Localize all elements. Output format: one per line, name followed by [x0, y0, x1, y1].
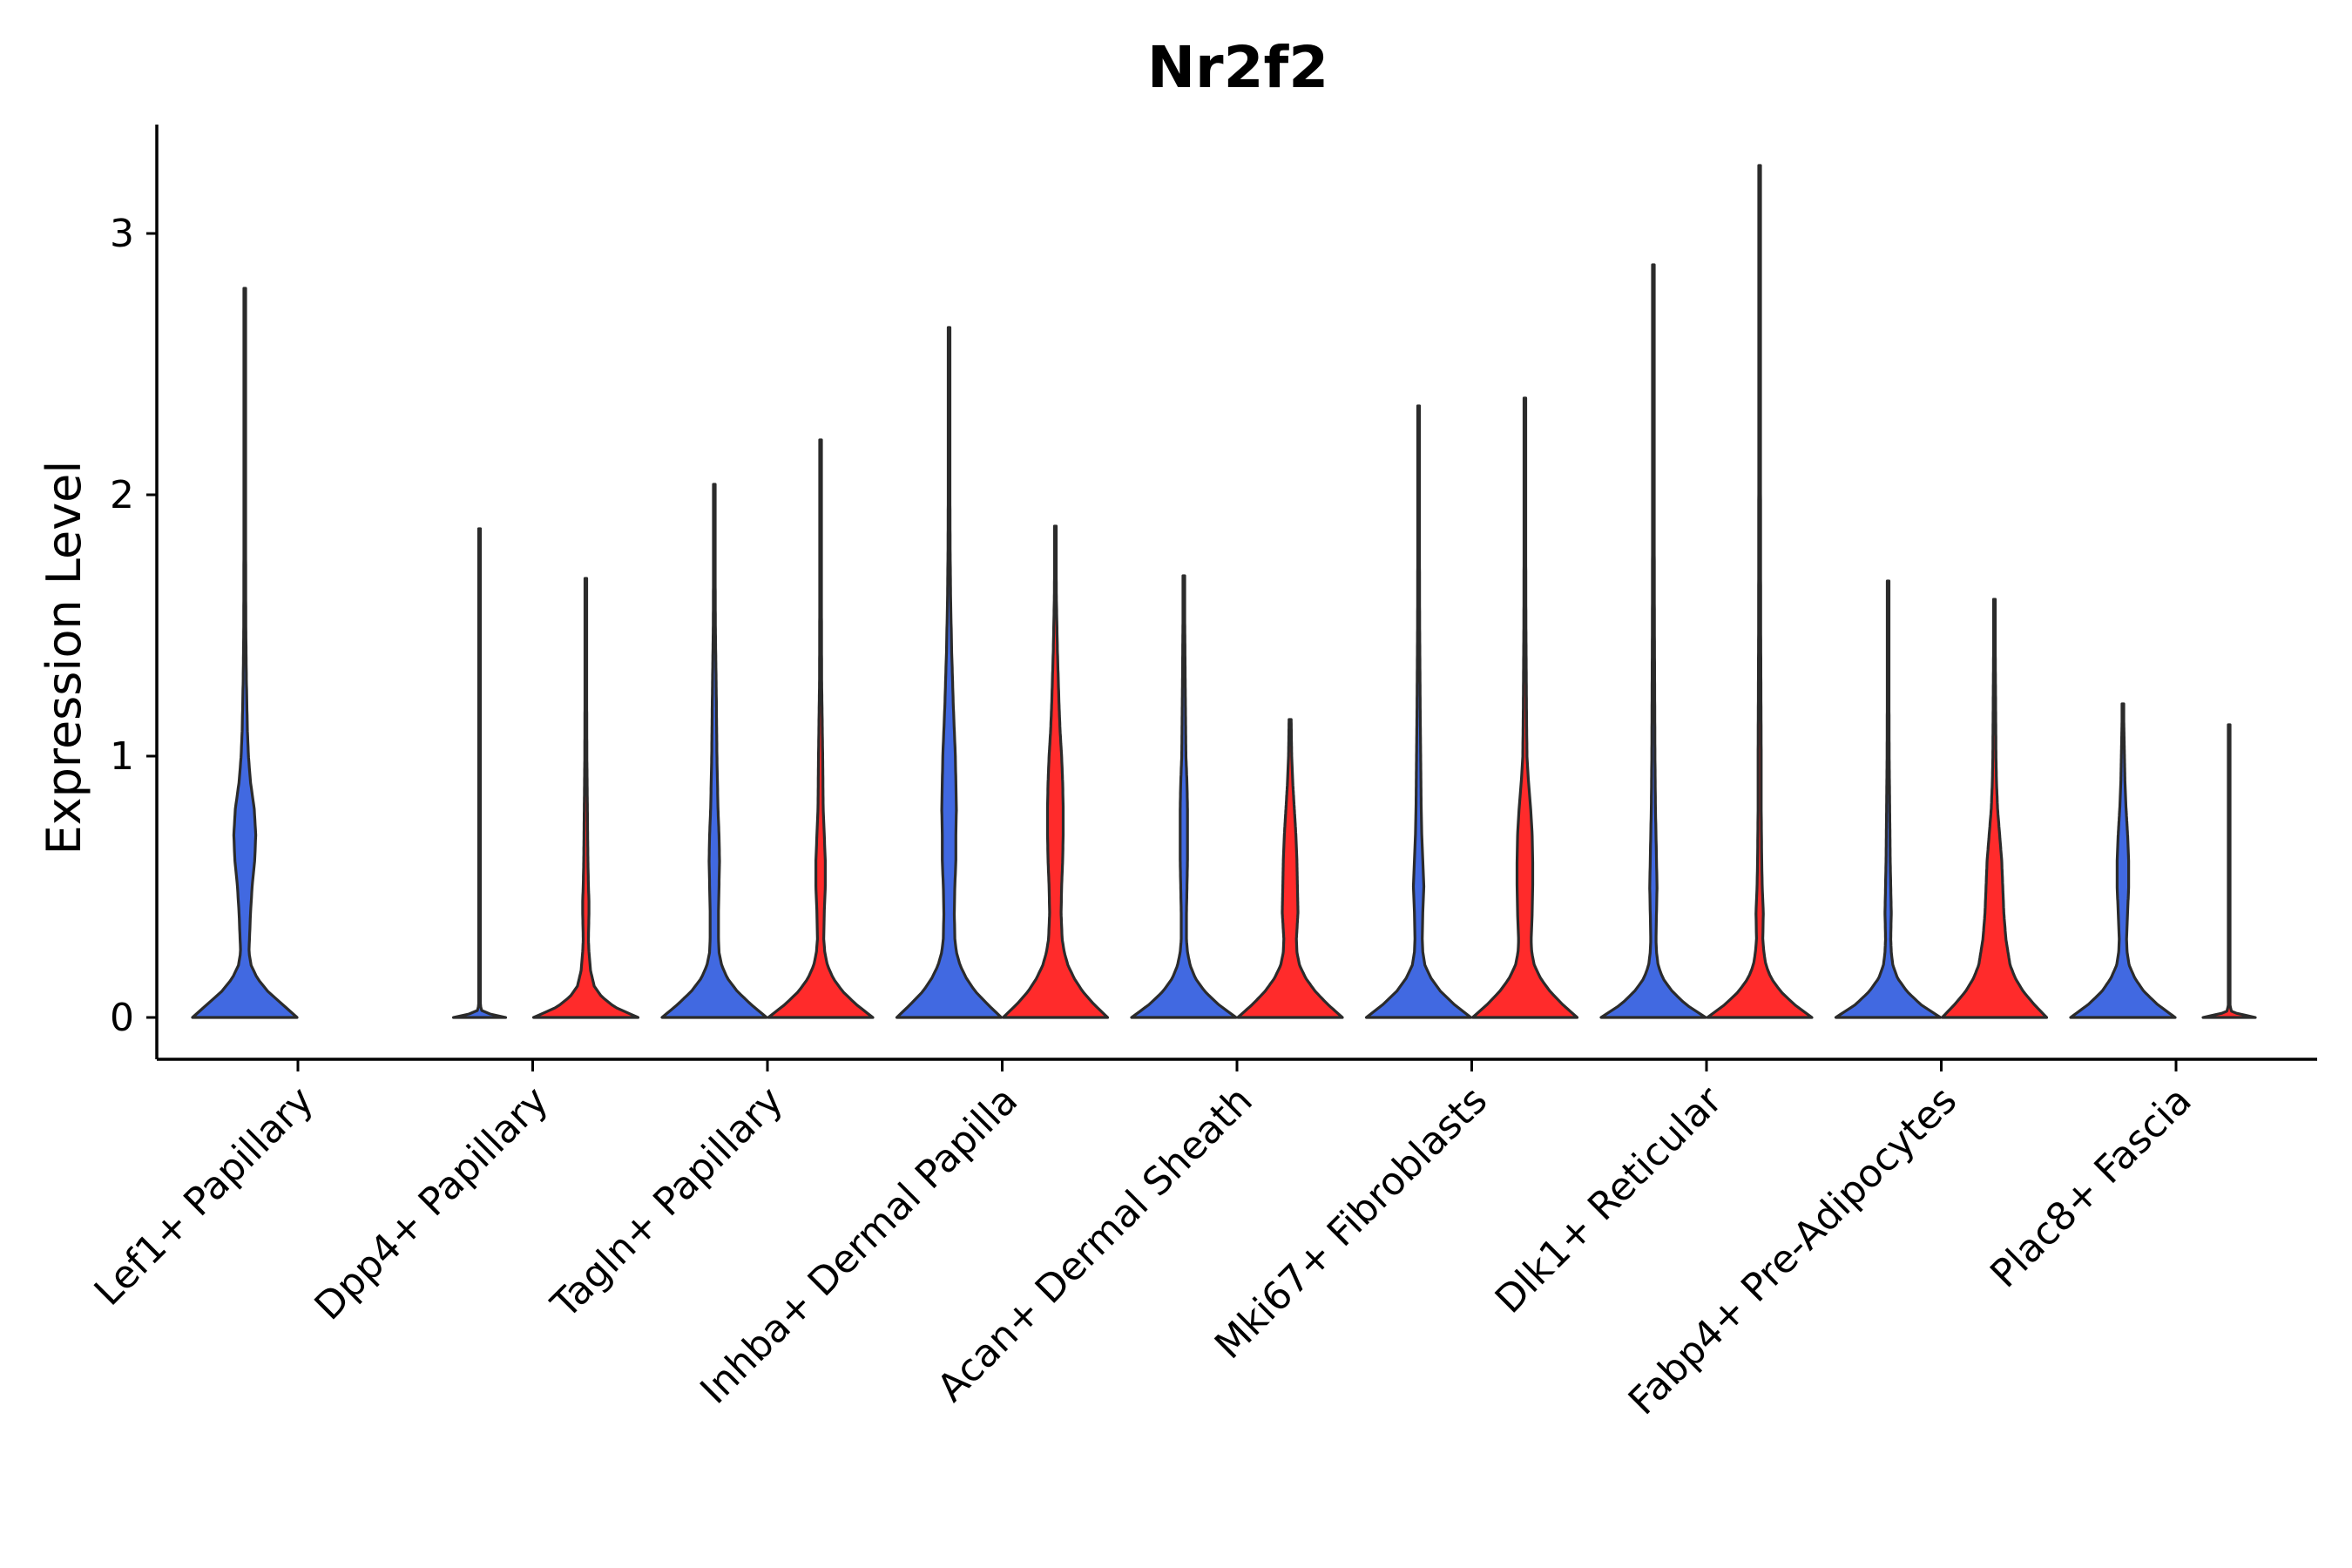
violin-group1-2 [451, 527, 508, 1019]
violin-group2-4 [1001, 524, 1110, 1019]
x-tick-label: Tagln+ Papillary [543, 1078, 792, 1328]
x-tick-label: Plac8+ Fascia [1982, 1078, 2200, 1297]
x-tick-label: Mki67+ Fibroblasts [1206, 1078, 1496, 1368]
violin-group2-5 [1236, 718, 1344, 1019]
x-tick-label: Dlk1+ Reticular [1487, 1078, 1732, 1322]
violin-group1-7 [1599, 263, 1707, 1019]
violin-group2-3 [767, 438, 875, 1019]
violin-group2-9 [2201, 723, 2257, 1019]
violin-group1-6 [1364, 404, 1473, 1019]
violin-group2-8 [1940, 598, 2049, 1019]
violin-group1-3 [660, 483, 768, 1019]
y-tick-label: 3 [110, 212, 134, 256]
violin-group2-2 [531, 577, 640, 1019]
violin-group1-9 [2069, 702, 2177, 1019]
violin-group1-1 [191, 287, 299, 1019]
y-tick-label: 2 [110, 473, 134, 517]
y-tick-label: 0 [110, 996, 134, 1040]
violins-layer [191, 164, 2257, 1019]
violin-group1-4 [895, 326, 1004, 1019]
chart-title: Nr2f2 [1147, 34, 1328, 101]
violin-group1-5 [1130, 574, 1238, 1019]
y-ticks-layer: 0 1 2 3 [110, 212, 157, 1040]
violin-group2-7 [1706, 164, 1814, 1019]
y-axis-label: Expression Level [37, 461, 91, 855]
y-tick-label: 1 [110, 734, 134, 779]
violin-group1-8 [1834, 579, 1943, 1019]
violin-group2-6 [1470, 396, 1579, 1019]
x-tick-label: Lef1+ Papillary [86, 1078, 322, 1315]
x-tick-label: Dpp4+ Papillary [307, 1078, 558, 1329]
